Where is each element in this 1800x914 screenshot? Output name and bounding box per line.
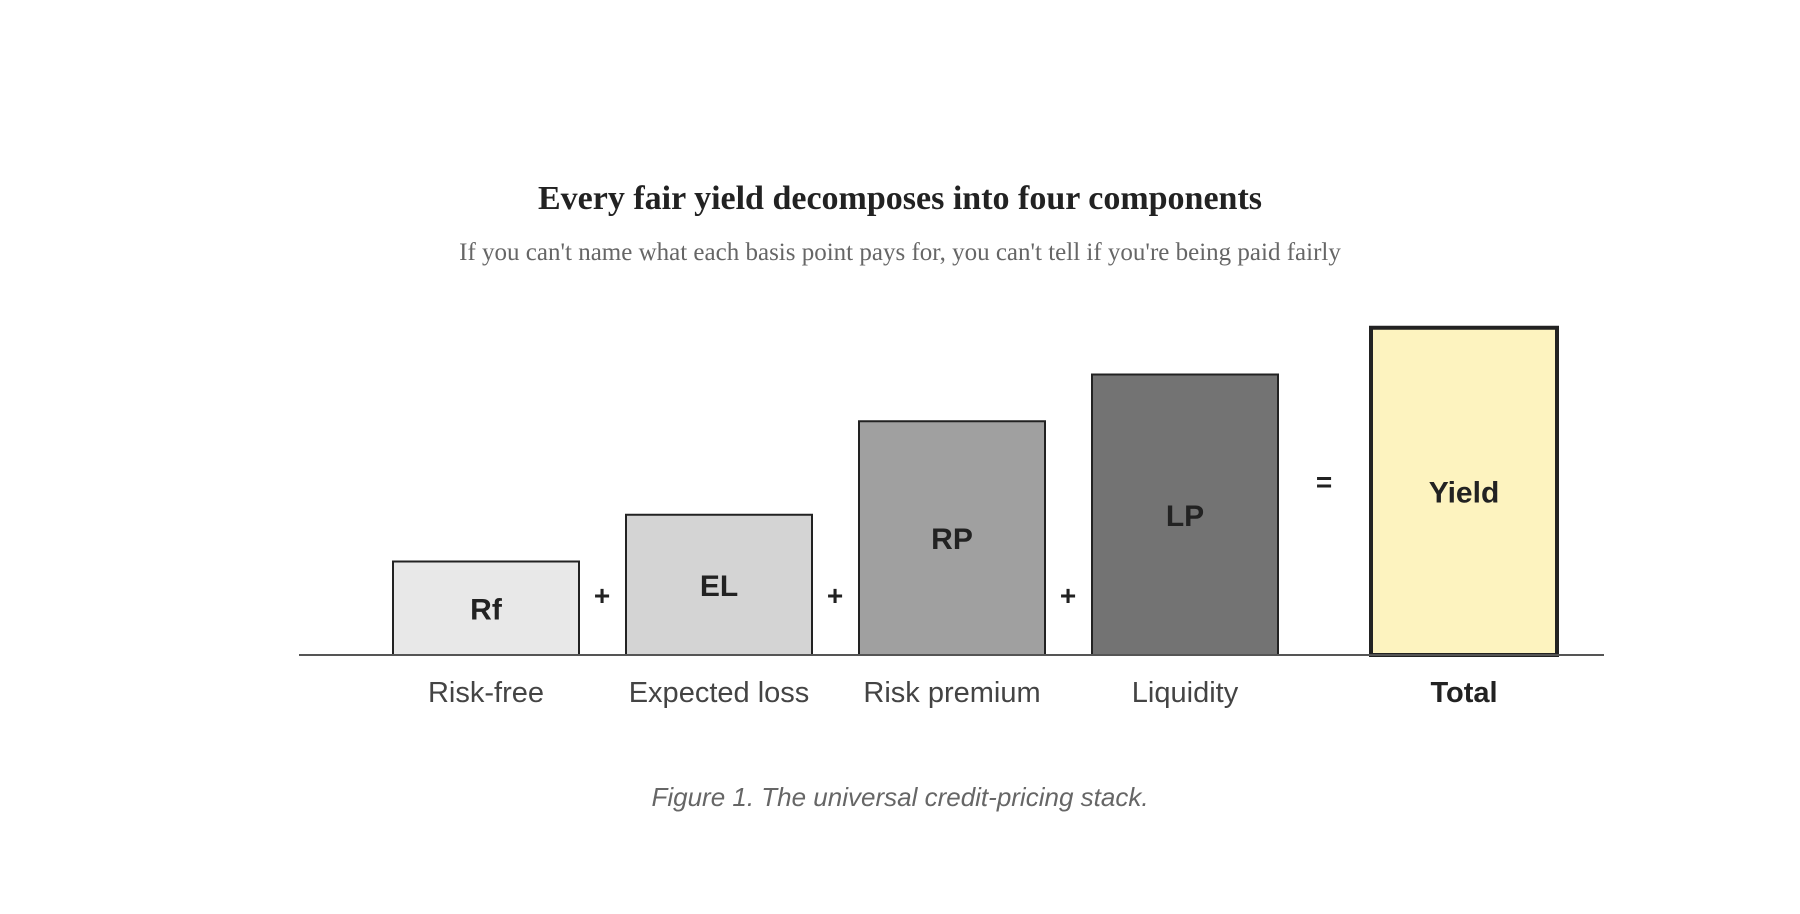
- bar-lp: [1091, 373, 1279, 656]
- figure-caption: Figure 1. The universal credit-pricing s…: [651, 782, 1149, 812]
- category-label-rp: Risk premium: [863, 677, 1040, 709]
- bar-el: [625, 513, 813, 656]
- figure-title: Every fair yield decomposes into four co…: [537, 180, 1263, 217]
- plus-sign-1: +: [594, 580, 610, 611]
- bar-code-el: EL: [700, 570, 738, 603]
- bar-code-rf: Rf: [470, 593, 503, 626]
- bar-rp: [858, 420, 1046, 656]
- bar-code-lp: LP: [1166, 500, 1204, 533]
- bar-code-yield: Yield: [1429, 476, 1500, 509]
- category-label-yield: Total: [1430, 677, 1497, 709]
- category-label-lp: Liquidity: [1132, 677, 1239, 709]
- plus-sign-3: +: [1060, 580, 1076, 611]
- category-label-rf: Risk-free: [428, 677, 544, 709]
- plus-sign-2: +: [827, 580, 843, 611]
- equals-sign: =: [1316, 466, 1332, 497]
- figure-subtitle: If you can't name what each basis point …: [459, 239, 1341, 266]
- bar-yield: [1369, 325, 1559, 657]
- category-label-el: Expected loss: [629, 677, 810, 709]
- bar-code-rp: RP: [931, 523, 973, 556]
